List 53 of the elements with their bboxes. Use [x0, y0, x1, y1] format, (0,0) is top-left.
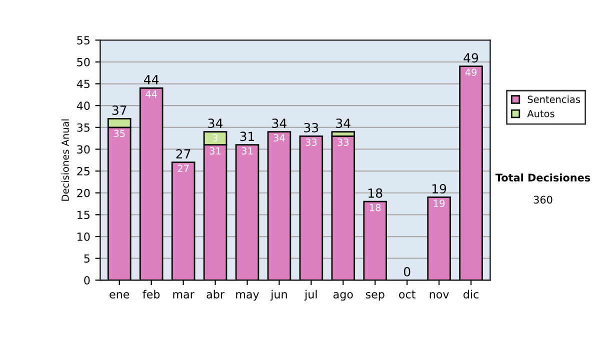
- data-label: 49: [465, 68, 477, 76]
- y-axis-title: Decisiones Anual: [61, 119, 69, 201]
- total-label: 18: [368, 188, 382, 198]
- total-label: 34: [272, 118, 286, 128]
- text: Total Decisiones: [495, 173, 590, 182]
- data-label: 35: [114, 130, 125, 138]
- total-label: 19: [432, 184, 446, 194]
- x-tick-label: abr: [206, 290, 224, 298]
- data-label: 44: [146, 90, 157, 98]
- x-tick-label: feb: [142, 290, 160, 298]
- total-label: 27: [176, 149, 190, 158]
- data-label: 3: [212, 134, 218, 142]
- total-label: 37: [112, 105, 126, 115]
- x-tick-label: jul: [304, 290, 317, 301]
- y-tick-label: 25: [77, 167, 90, 176]
- total-label: 44: [144, 75, 159, 84]
- total-label: 34: [208, 118, 223, 128]
- x-tick-label: ene: [110, 292, 130, 298]
- y-tick-label: 15: [78, 210, 90, 220]
- x-tick-label: jun: [270, 290, 287, 301]
- x-tick-label: dic: [464, 290, 478, 298]
- x-tick-label: oct: [399, 290, 416, 298]
- x-tick-label: may: [236, 292, 260, 301]
- y-tick-label: 0: [84, 276, 90, 285]
- x-tick-label: sep: [366, 292, 384, 301]
- data-label: 33: [306, 138, 317, 146]
- x-tick-label: mar: [173, 292, 194, 298]
- total-label: 49: [464, 53, 478, 63]
- y-tick-label: 20: [77, 188, 90, 198]
- data-label: 31: [210, 147, 221, 155]
- total-label: 0: [404, 266, 410, 276]
- y-tick-label: 40: [76, 102, 90, 110]
- x-tick-label: nov: [430, 292, 449, 298]
- data-label: 27: [178, 164, 189, 172]
- total-label: 33: [304, 122, 318, 132]
- y-tick-label: 5: [84, 254, 90, 263]
- legend-label: Autos: [527, 110, 554, 118]
- legend-label: Sentencias: [528, 95, 580, 104]
- y-tick-label: 45: [76, 80, 90, 88]
- y-tick-label: 10: [78, 232, 90, 241]
- y-tick-label: 50: [77, 58, 90, 66]
- total-label: 31: [240, 132, 254, 142]
- y-tick-label: 55: [77, 36, 90, 44]
- data-label: 34: [274, 134, 285, 142]
- data-label: 18: [370, 204, 381, 212]
- data-label: 33: [338, 138, 349, 146]
- text: 360: [534, 196, 552, 204]
- y-tick-label: 30: [77, 145, 90, 154]
- y-tick-label: 35: [77, 123, 90, 132]
- x-tick-label: ago: [333, 292, 353, 301]
- data-label: 19: [434, 200, 445, 207]
- data-label: 31: [242, 147, 253, 155]
- total-label: 34: [336, 118, 350, 128]
